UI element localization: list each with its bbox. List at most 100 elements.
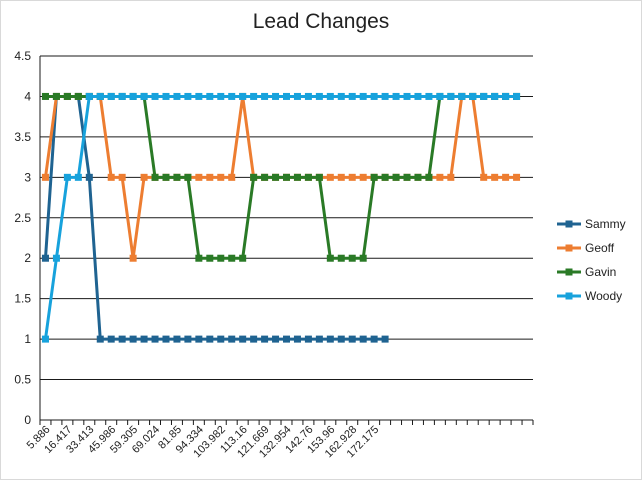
data-point: [261, 173, 269, 181]
data-point: [513, 92, 521, 100]
data-point: [140, 335, 148, 343]
data-point: [348, 173, 356, 181]
data-point: [184, 335, 192, 343]
data-point: [315, 92, 323, 100]
data-point: [118, 335, 126, 343]
data-point: [173, 92, 181, 100]
legend-marker-geoff: [565, 244, 573, 252]
data-point: [74, 92, 82, 100]
data-point: [447, 173, 455, 181]
y-tick-label: 0: [24, 413, 31, 427]
data-point: [403, 173, 411, 181]
data-point: [458, 92, 466, 100]
series-woody: [41, 92, 521, 343]
y-tick-label: 4.5: [14, 49, 31, 63]
data-point: [129, 254, 137, 262]
data-point: [63, 173, 71, 181]
data-point: [217, 335, 225, 343]
data-point: [304, 92, 312, 100]
data-point: [41, 335, 49, 343]
data-point: [129, 335, 137, 343]
data-point: [491, 173, 499, 181]
data-point: [195, 92, 203, 100]
data-point: [283, 173, 290, 181]
data-point: [52, 254, 60, 262]
data-point: [326, 92, 334, 100]
data-point: [272, 173, 280, 181]
data-point: [217, 92, 225, 100]
legend: Sammy Geoff Gavin Woody: [557, 217, 626, 303]
legend-marker-sammy: [565, 220, 573, 228]
data-point: [151, 92, 159, 100]
data-point: [359, 254, 367, 262]
y-tick-label: 4: [24, 89, 31, 103]
data-point: [184, 173, 192, 181]
data-point: [337, 335, 345, 343]
y-tick-label: 1: [24, 332, 31, 346]
legend-label-woody: Woody: [585, 289, 622, 303]
data-point: [239, 92, 247, 100]
data-point: [272, 335, 280, 343]
data-point: [381, 173, 389, 181]
data-point: [63, 92, 71, 100]
data-point: [502, 173, 510, 181]
data-point: [326, 335, 334, 343]
data-point: [348, 254, 356, 262]
data-point: [250, 173, 258, 181]
data-point: [348, 92, 356, 100]
data-point: [315, 173, 323, 181]
data-point: [239, 335, 247, 343]
data-point: [304, 173, 312, 181]
data-point: [107, 92, 115, 100]
data-point: [184, 92, 192, 100]
data-point: [447, 92, 455, 100]
data-point: [513, 173, 521, 181]
data-point: [381, 92, 389, 100]
data-point: [348, 335, 356, 343]
data-point: [502, 92, 510, 100]
data-point: [293, 173, 301, 181]
data-point: [239, 254, 247, 262]
legend-marker-woody: [565, 292, 573, 300]
data-point: [381, 335, 389, 343]
data-point: [107, 173, 115, 181]
data-point: [162, 173, 170, 181]
data-point: [41, 254, 49, 262]
data-point: [359, 92, 367, 100]
data-point: [337, 254, 345, 262]
data-point: [304, 335, 312, 343]
data-point: [118, 92, 126, 100]
data-point: [129, 92, 137, 100]
data-point: [195, 173, 203, 181]
data-point: [425, 92, 433, 100]
y-tick-label: 0.5: [14, 373, 31, 387]
data-point: [491, 92, 499, 100]
data-point: [326, 173, 334, 181]
data-point: [206, 173, 214, 181]
data-point: [162, 92, 170, 100]
data-point: [96, 335, 104, 343]
data-point: [293, 335, 301, 343]
data-point: [414, 173, 422, 181]
data-point: [250, 92, 258, 100]
data-point: [403, 92, 411, 100]
data-point: [392, 173, 400, 181]
data-point: [151, 335, 159, 343]
data-point: [206, 92, 214, 100]
data-point: [326, 254, 334, 262]
data-point: [173, 173, 181, 181]
series-group: [41, 92, 521, 343]
gridlines: [40, 55, 533, 381]
data-point: [469, 92, 477, 100]
data-point: [41, 92, 49, 100]
data-point: [283, 335, 290, 343]
data-point: [480, 173, 488, 181]
y-axis: 0 0.5 1 1.5 2 2.5 3 3.5 4 4.5: [14, 49, 41, 427]
data-point: [370, 173, 378, 181]
data-point: [85, 92, 93, 100]
legend-label-sammy: Sammy: [585, 217, 626, 231]
data-point: [436, 92, 444, 100]
data-point: [337, 92, 345, 100]
data-point: [195, 254, 203, 262]
